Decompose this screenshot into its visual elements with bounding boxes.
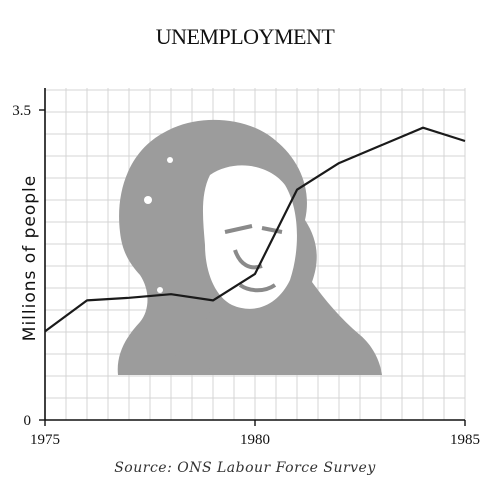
x-tick-label: 1975 xyxy=(30,432,60,448)
y-tick-label: 0 xyxy=(24,413,32,429)
axis-ticks: 1975 1980 1985 0 3.5 xyxy=(12,103,480,448)
y-axis-label: Millions of people xyxy=(20,175,40,341)
portrait-image xyxy=(117,119,383,376)
y-tick-label: 3.5 xyxy=(12,103,31,119)
source-note: Source: ONS Labour Force Survey xyxy=(114,460,376,476)
x-tick-label: 1980 xyxy=(240,432,270,448)
x-tick-label: 1985 xyxy=(450,432,480,448)
series-points xyxy=(44,127,466,332)
chart-title: UNEMPLOYMENT xyxy=(156,24,336,49)
